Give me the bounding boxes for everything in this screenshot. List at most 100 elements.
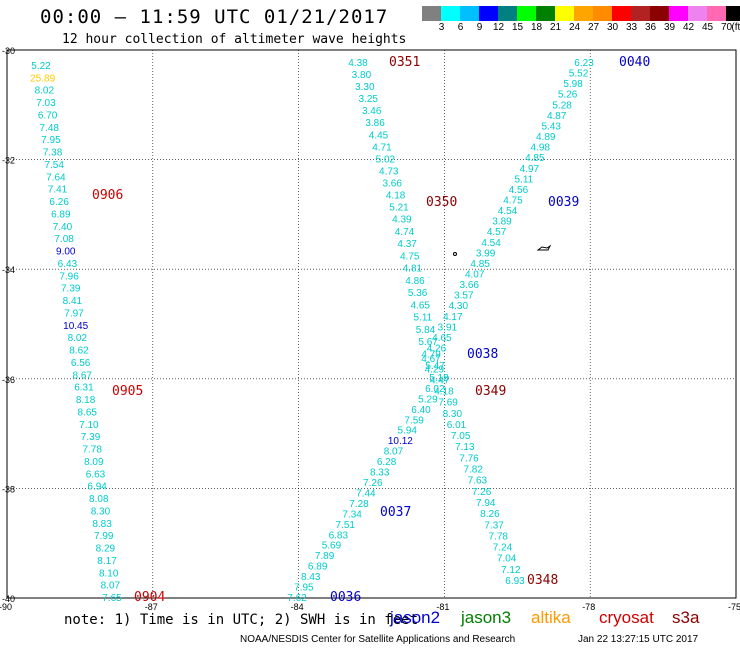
colorbar-swatch bbox=[555, 6, 574, 21]
swh-value-label: 7.05 bbox=[451, 431, 471, 442]
colorbar-swatch bbox=[460, 6, 479, 21]
swh-value-label: 7.59 bbox=[404, 415, 424, 426]
swh-value-label: 3.30 bbox=[355, 82, 375, 93]
colorbar-swatch bbox=[536, 6, 555, 21]
swh-value-label: 8.17 bbox=[97, 556, 117, 567]
swh-value-label: 8.62 bbox=[69, 346, 89, 357]
pass-time-label: 0040 bbox=[619, 55, 650, 70]
swh-value-label: 4.37 bbox=[397, 239, 417, 250]
swh-value-label: 7.62 bbox=[287, 593, 307, 604]
swh-value-label: 4.65 bbox=[432, 333, 452, 344]
swh-value-label: 7.51 bbox=[335, 520, 355, 531]
island-outline bbox=[536, 244, 552, 251]
swh-value-label: 8.67 bbox=[73, 370, 93, 381]
swh-value-label: 5.67 bbox=[418, 337, 438, 348]
swh-value-label: 9.00 bbox=[56, 247, 76, 258]
footer: NOAA/NESDIS Center for Satellite Applica… bbox=[240, 634, 698, 645]
mission-legend-item: jason3 bbox=[461, 608, 512, 627]
swh-value-label: 8.30 bbox=[91, 506, 111, 517]
colorbar-swatch bbox=[612, 6, 631, 21]
swh-value-label: 7.40 bbox=[53, 222, 73, 233]
swh-value-label: 6.94 bbox=[87, 482, 107, 493]
swh-value-label: 4.30 bbox=[449, 301, 469, 312]
footer-timestamp: Jan 22 13:27:15 UTC 2017 bbox=[578, 634, 699, 645]
swh-value-label: 5.22 bbox=[31, 61, 51, 72]
swh-value-label: 4.47 bbox=[430, 375, 450, 386]
swh-value-label: 6.28 bbox=[377, 457, 397, 468]
colorbar-label: 3 bbox=[438, 22, 445, 33]
swh-value-label: 6.02 bbox=[425, 384, 445, 395]
swh-value-label: 10.45 bbox=[63, 321, 88, 332]
footer-org: NOAA/NESDIS Center for Satellite Applica… bbox=[240, 634, 516, 645]
swh-value-label: 8.43 bbox=[301, 572, 321, 583]
swh-value-label: 3.80 bbox=[352, 70, 372, 81]
pass-time-label: 0906 bbox=[92, 188, 123, 203]
swh-value-label: 7.95 bbox=[294, 583, 314, 594]
swh-value-label: 8.83 bbox=[92, 519, 112, 530]
colorbar-label: 24 bbox=[568, 22, 581, 33]
swh-value-label: 7.13 bbox=[455, 442, 475, 453]
swh-value-label: 4.18 bbox=[434, 387, 454, 398]
swh-value-label: 8.02 bbox=[35, 86, 55, 97]
mission-legend-item: altika bbox=[531, 608, 571, 627]
colorbar-swatch bbox=[441, 6, 460, 21]
swh-value-label: 8.08 bbox=[89, 494, 109, 505]
map-frame bbox=[6, 49, 737, 599]
swh-value-label: 5.94 bbox=[398, 426, 418, 437]
pass-time-label: 0905 bbox=[112, 384, 143, 399]
swh-value-label: 5.11 bbox=[413, 313, 432, 324]
pass-time-label: 0037 bbox=[380, 505, 411, 520]
lat-tick-label: -30 bbox=[2, 46, 15, 56]
swh-value-label: 7.04 bbox=[497, 554, 517, 565]
mission-legend-item: jason2 bbox=[390, 608, 441, 627]
swh-value-label: 4.97 bbox=[520, 164, 540, 175]
lat-tick-label: -34 bbox=[2, 265, 15, 275]
swh-value-label: 4.67 bbox=[421, 354, 441, 365]
swh-value-label: 5.18 bbox=[429, 373, 449, 384]
swh-value-label: 5.11 bbox=[515, 174, 534, 185]
swh-value-label: 7.96 bbox=[59, 271, 79, 282]
swh-value-label: 3.89 bbox=[492, 217, 512, 228]
swh-value-label: 4.17 bbox=[443, 312, 463, 323]
swh-value-label: 6.89 bbox=[51, 209, 71, 220]
colorbar-label: 18 bbox=[530, 22, 543, 33]
swh-value-label: 7.69 bbox=[438, 398, 458, 409]
swh-value-label: 25.89 bbox=[30, 73, 55, 84]
mission-legend-item: cryosat bbox=[599, 608, 654, 627]
swh-value-label: 4.71 bbox=[372, 142, 392, 153]
pass-time-label: 0036 bbox=[330, 590, 361, 605]
lon-tick-label: -75 bbox=[728, 602, 740, 612]
colorbar-label: 12 bbox=[492, 22, 505, 33]
swh-value-label: 8.02 bbox=[68, 333, 88, 344]
swh-value-label: 7.44 bbox=[356, 488, 376, 499]
swh-value-label: 7.64 bbox=[46, 172, 66, 183]
swh-value-label: 7.48 bbox=[40, 123, 60, 134]
swh-value-label: 8.29 bbox=[96, 544, 116, 555]
swh-value-label: 4.57 bbox=[487, 227, 507, 238]
swh-value-label: 7.24 bbox=[493, 543, 513, 554]
swh-value-label: 4.54 bbox=[498, 206, 518, 217]
colorbar-swatch bbox=[422, 6, 441, 21]
lat-tick-label: -36 bbox=[2, 375, 15, 385]
colorbar-swatch bbox=[726, 6, 740, 21]
colorbar-label: 15 bbox=[511, 22, 524, 33]
swh-value-label: 6.70 bbox=[38, 110, 58, 121]
swh-value-label: 3.91 bbox=[438, 322, 458, 333]
swh-value-label: 7.38 bbox=[43, 148, 63, 159]
swh-value-label: 5.28 bbox=[552, 100, 572, 111]
swh-value-label: 5.26 bbox=[558, 90, 578, 101]
colorbar-label: 45 bbox=[701, 22, 714, 33]
colorbar-label: 9 bbox=[476, 22, 483, 33]
swh-value-label: 5.98 bbox=[563, 79, 583, 90]
swh-value-label: 7.99 bbox=[94, 531, 114, 542]
colorbar-label: 21 bbox=[549, 22, 562, 33]
swh-value-label: 7.39 bbox=[81, 432, 101, 443]
swh-value-label: 4.26 bbox=[427, 344, 447, 355]
swh-value-label: 4.39 bbox=[392, 215, 412, 226]
swh-value-label: 8.26 bbox=[480, 509, 500, 520]
swh-value-label: 4.73 bbox=[379, 166, 399, 177]
swh-value-label: 6.93 bbox=[505, 576, 525, 587]
swh-value-label: 8.30 bbox=[443, 409, 463, 420]
swh-value-label: 7.41 bbox=[48, 185, 68, 196]
swh-value-label: 8.10 bbox=[99, 568, 119, 579]
